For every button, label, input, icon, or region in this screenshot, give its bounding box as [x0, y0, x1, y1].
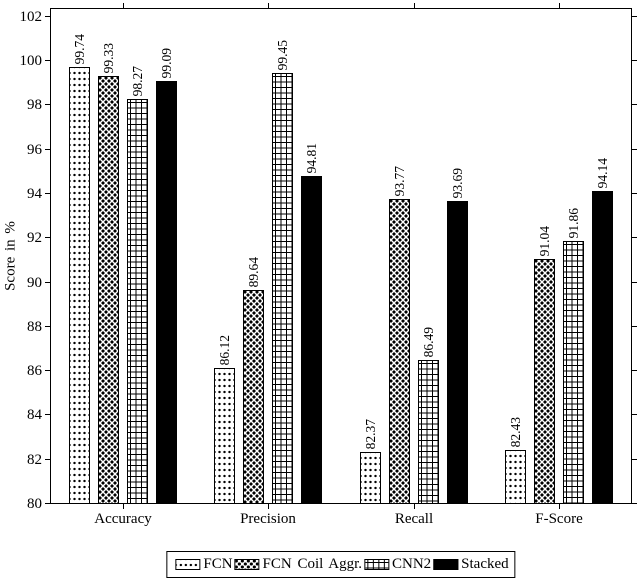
bar-fcn-f-score: 82.43	[505, 417, 526, 504]
legend-item-stacked: Stacked	[431, 556, 509, 573]
y-tick-right	[632, 503, 637, 504]
bar-value-label: 99.33	[100, 42, 116, 73]
legend-item-cnn2: CNN2	[362, 556, 431, 573]
y-tick-right	[632, 104, 637, 105]
y-tick-right	[632, 414, 637, 415]
bar-value-label: 99.74	[71, 33, 87, 64]
legend-label: Stacked	[461, 556, 509, 572]
y-tick-label: 82	[27, 452, 42, 468]
legend-swatch-crosshatch-dots-icon	[234, 559, 260, 570]
legend-swatch-dots-icon	[175, 559, 201, 570]
y-tick-left	[45, 193, 50, 194]
legend-item-fcn: FCN	[173, 556, 233, 573]
y-tick-label: 100	[19, 53, 43, 69]
bar-value-label: 86.49	[420, 326, 436, 357]
y-tick-label: 88	[27, 319, 42, 335]
bar-value-label: 86.12	[216, 334, 232, 365]
bar-value-label: 82.37	[362, 418, 378, 449]
y-tick-right	[632, 282, 637, 283]
bar-value-label: 91.86	[565, 207, 581, 238]
y-tick-label: 90	[27, 275, 42, 291]
x-tick-top	[414, 3, 415, 8]
bar-cnn2-accuracy: 98.27	[127, 66, 148, 504]
y-tick-label: 94	[27, 186, 42, 202]
y-tick-right	[632, 326, 637, 327]
bar-cnn2-f-score: 91.86	[563, 208, 584, 504]
y-tick-label: 92	[27, 230, 42, 246]
y-tick-right	[632, 16, 637, 17]
legend-swatch-grid-icon	[363, 559, 389, 570]
y-tick-left	[45, 503, 50, 504]
legend-item-fcn-coil-aggr: FCN Coil Aggr.	[233, 556, 362, 573]
y-tick-right	[632, 459, 637, 460]
y-tick-label: 80	[27, 496, 42, 512]
bar-stacked-precision: 94.81	[301, 143, 322, 504]
bar-group-recall: 82.37 93.77 86.49 93.69	[360, 8, 468, 504]
bar-stacked-f-score: 94.14	[592, 158, 613, 504]
y-tick-left	[45, 149, 50, 150]
bar-value-label: 98.27	[129, 65, 145, 96]
x-tick-bottom	[268, 504, 269, 509]
bar-group-precision: 86.12 89.64 99.45 94.81	[214, 8, 322, 504]
bar-fcn-precision: 86.12	[214, 335, 235, 504]
x-tick-bottom	[414, 504, 415, 509]
y-tick-right	[632, 237, 637, 238]
bar-cnn2-precision: 99.45	[272, 40, 293, 504]
x-tick-top	[268, 3, 269, 8]
bar-group-f-score: 82.43 91.04 91.86 94.14	[505, 8, 613, 504]
bar-stacked-accuracy: 99.09	[156, 48, 177, 504]
bar-fcn-coil-aggr-precision: 89.64	[243, 257, 264, 504]
y-tick-label: 84	[27, 407, 42, 423]
legend-label: FCN	[203, 556, 233, 572]
bar-group-accuracy: 99.74 99.33 98.27 99.09	[69, 8, 177, 504]
x-category-label-accuracy: Accuracy	[94, 511, 152, 527]
bar-value-label: 94.14	[594, 157, 610, 188]
y-tick-right	[632, 60, 637, 61]
bar-value-label: 82.43	[507, 416, 523, 447]
bar-stacked-recall: 93.69	[447, 168, 468, 504]
y-tick-left	[45, 60, 50, 61]
y-tick-left	[45, 16, 50, 17]
x-category-label-recall: Recall	[394, 511, 434, 527]
x-tick-top	[123, 3, 124, 8]
bar-value-label: 93.77	[391, 165, 407, 196]
y-tick-left	[45, 282, 50, 283]
x-category-label-f-score: F-Score	[535, 511, 583, 527]
y-tick-left	[45, 326, 50, 327]
y-tick-left	[45, 104, 50, 105]
bar-cnn2-recall: 86.49	[418, 327, 439, 504]
y-tick-left	[45, 370, 50, 371]
y-tick-right	[632, 149, 637, 150]
x-category-label-precision: Precision	[240, 511, 296, 527]
legend: FCN FCN Coil Aggr. CNN2 Stacked	[166, 551, 516, 578]
x-tick-bottom	[559, 504, 560, 509]
y-tick-right	[632, 370, 637, 371]
bar-fcn-recall: 82.37	[360, 419, 381, 504]
legend-label: FCN Coil Aggr.	[262, 556, 362, 572]
bar-value-label: 99.45	[274, 39, 290, 70]
bar-value-label: 93.69	[449, 167, 465, 198]
y-tick-left	[45, 459, 50, 460]
plot-area	[50, 8, 632, 504]
bar-value-label: 99.09	[158, 47, 174, 78]
y-tick-label: 96	[27, 142, 42, 158]
y-tick-left	[45, 237, 50, 238]
y-tick-label: 86	[27, 363, 42, 379]
bar-value-label: 89.64	[245, 256, 261, 287]
y-tick-left	[45, 414, 50, 415]
legend-label: CNN2	[391, 556, 432, 572]
bar-fcn-coil-aggr-recall: 93.77	[389, 166, 410, 504]
bar-value-label: 91.04	[536, 225, 552, 256]
x-tick-bottom	[123, 504, 124, 509]
bar-fcn-accuracy: 99.74	[69, 34, 90, 504]
legend-swatch-solid-icon	[433, 559, 459, 570]
x-tick-top	[559, 3, 560, 8]
y-tick-label: 102	[19, 9, 43, 25]
y-tick-right	[632, 193, 637, 194]
y-tick-label: 98	[27, 97, 42, 113]
bar-fcn-coil-aggr-accuracy: 99.33	[98, 43, 119, 504]
bar-fcn-coil-aggr-f-score: 91.04	[534, 226, 555, 504]
bar-value-label: 94.81	[303, 142, 319, 173]
